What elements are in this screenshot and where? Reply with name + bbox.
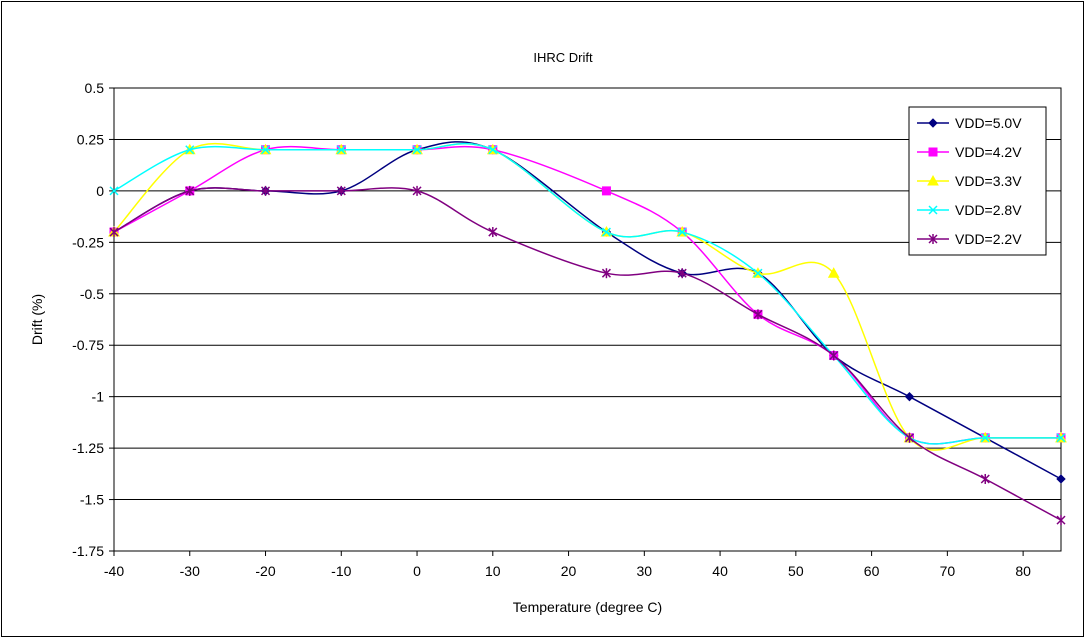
data-point <box>412 185 422 196</box>
x-tick-label: -10 <box>331 563 351 579</box>
data-point <box>601 227 611 237</box>
legend-item: VDD=5.0V <box>917 115 1022 131</box>
legend-item: VDD=2.2V <box>917 231 1022 247</box>
data-point <box>677 227 687 237</box>
x-tick-label: 30 <box>637 563 653 579</box>
data-point <box>928 118 938 128</box>
data-point <box>260 185 271 196</box>
chart-title: IHRC Drift <box>533 50 593 65</box>
data-point <box>601 268 611 279</box>
data-point-stroke <box>260 145 271 155</box>
data-point-stroke <box>753 268 763 278</box>
series-vdd-2-2v <box>109 185 1066 526</box>
data-point-stroke <box>601 227 611 237</box>
x-axis-title: Temperature (degree C) <box>513 599 662 615</box>
legend-label: VDD=2.8V <box>955 202 1022 218</box>
legend-item: VDD=4.2V <box>917 144 1022 160</box>
series-lines <box>108 141 1067 526</box>
data-point-stroke <box>336 145 346 155</box>
y-tick-label: 0.25 <box>77 131 104 147</box>
y-tick-label: -0.25 <box>72 234 104 250</box>
data-point <box>753 268 763 278</box>
data-point <box>1056 474 1066 484</box>
data-point <box>601 186 611 196</box>
x-tick-label: 40 <box>712 563 728 579</box>
data-point <box>677 268 687 279</box>
x-tick-label: 50 <box>788 563 804 579</box>
x-tick-label: -40 <box>104 563 124 579</box>
x-tick-label: 60 <box>864 563 880 579</box>
y-axis-title: Drift (%) <box>29 294 45 345</box>
x-tick-label: 70 <box>940 563 956 579</box>
data-point-stroke <box>928 205 938 215</box>
data-point <box>980 473 990 484</box>
data-point <box>336 185 346 196</box>
y-tick-label: -1.25 <box>72 440 104 456</box>
data-point <box>753 309 763 320</box>
data-point <box>412 145 422 155</box>
data-point <box>1056 433 1066 443</box>
axes: 0.5 0.25 0 -0.25 -0.5 -0.75 -1 -1.25 -1.5 -1.75-4… <box>72 80 1062 579</box>
plot-area-border <box>113 87 1062 552</box>
legend-label: VDD=3.3V <box>955 173 1022 189</box>
legend-label: VDD=2.2V <box>955 231 1022 247</box>
data-point <box>488 227 498 238</box>
x-tick-label: 20 <box>561 563 577 579</box>
data-point-stroke <box>980 433 990 443</box>
data-point <box>928 205 938 215</box>
data-point <box>927 174 939 186</box>
data-point-stroke <box>488 145 498 155</box>
data-point <box>980 433 990 443</box>
data-point <box>904 391 915 402</box>
data-point <box>827 267 840 278</box>
data-point <box>336 145 346 155</box>
data-point-stroke <box>1056 433 1066 443</box>
x-tick-label: 10 <box>485 563 501 579</box>
y-tick-label: -1.5 <box>80 492 104 508</box>
data-point <box>260 145 271 155</box>
data-point <box>829 350 839 361</box>
y-tick-label: 0.5 <box>85 80 105 96</box>
data-point <box>904 432 915 443</box>
y-tick-label: -0.75 <box>72 337 104 353</box>
x-tick-label: 80 <box>1015 563 1031 579</box>
x-tick-label: 0 <box>413 563 421 579</box>
y-tick-label: -1 <box>92 389 105 405</box>
data-point <box>1056 515 1066 526</box>
y-tick-label: -1.75 <box>72 543 104 559</box>
data-point <box>928 147 938 157</box>
data-point <box>109 227 119 238</box>
data-point <box>928 234 938 244</box>
data-point <box>185 145 195 155</box>
x-tick-label: -30 <box>180 563 200 579</box>
data-point <box>109 186 119 196</box>
data-point-stroke <box>677 227 687 237</box>
data-point-stroke <box>185 145 195 155</box>
legend-item: VDD=2.8V <box>917 202 1022 218</box>
data-point <box>185 185 195 196</box>
y-tick-label: 0 <box>96 183 104 199</box>
data-point-stroke <box>109 186 119 196</box>
x-tick-label: -20 <box>255 563 275 579</box>
legend-label: VDD=4.2V <box>955 144 1022 160</box>
legend: VDD=5.0V VDD=4.2V VDD=3.3V VDD=2.8V VDD=2.2V <box>908 106 1047 256</box>
legend-label: VDD=5.0V <box>955 115 1022 131</box>
y-tick-label: -0.5 <box>80 286 104 302</box>
legend-item: VDD=3.3V <box>917 173 1022 189</box>
data-point-stroke <box>412 145 422 155</box>
data-point <box>488 145 498 155</box>
